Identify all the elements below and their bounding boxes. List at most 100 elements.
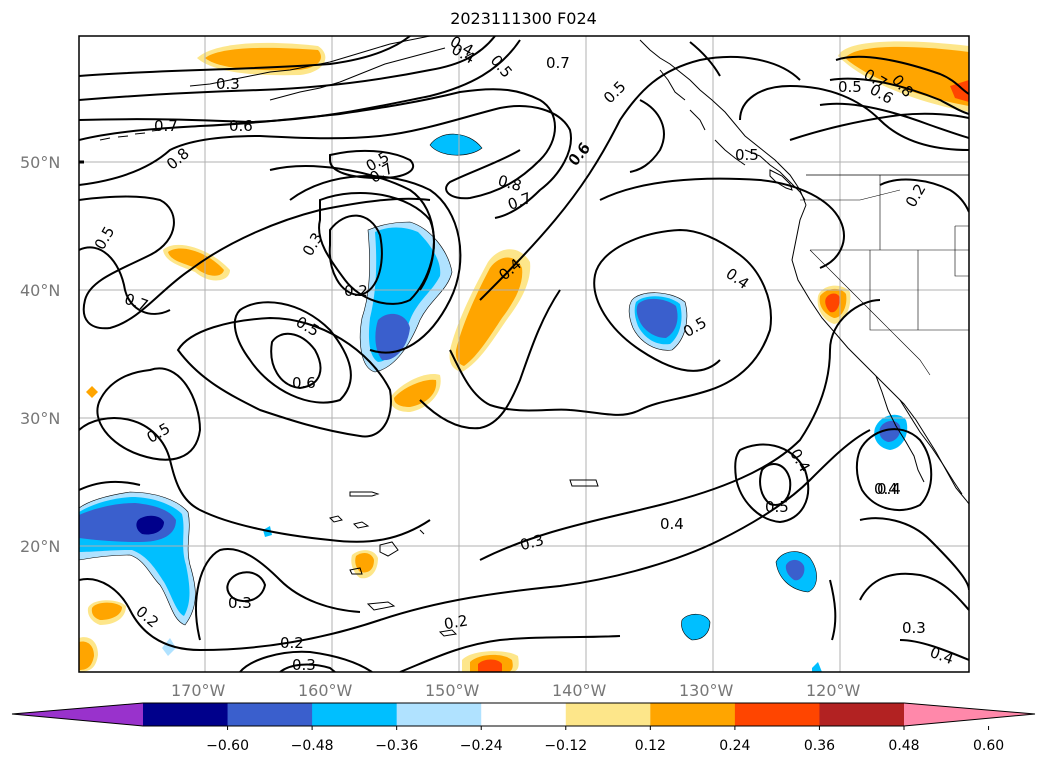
contour-label: 0.4 [660,515,684,533]
lat-label: 30°N [20,409,60,428]
contour-label: 0.7 [154,117,178,135]
contour-line [689,41,721,77]
coastline [769,169,793,191]
contour-line [279,663,336,672]
positive-anomaly-region [950,80,969,102]
contour-line [176,316,392,438]
contour-line [855,428,933,511]
contour-line [449,228,772,416]
contour-label: 0.3 [292,656,316,674]
contour-line [233,301,352,404]
coastline [269,47,446,101]
colorbar-segment [143,703,229,726]
colorbar-tick-label: 0.24 [719,738,750,754]
island [379,541,399,557]
contour-line [879,178,969,213]
anomaly-outline [79,491,196,626]
contour-line [734,443,810,524]
island [353,521,370,529]
contour-line [829,77,969,115]
contour-line [79,246,171,315]
negative-anomaly-region [636,298,678,338]
contour-line [599,177,845,269]
contour-line [79,105,572,219]
island [329,515,343,523]
contour-line [859,572,969,611]
negative-anomaly-region [136,515,164,535]
contour-line [479,299,881,561]
island [438,629,458,637]
contour-line [269,165,435,291]
colorbar-segment [481,703,567,726]
coastline [875,375,963,495]
anomaly-outlines [79,133,817,641]
anomaly-outline [628,292,688,351]
contour-line [329,149,415,180]
colorbar-segment [819,703,905,726]
contour-label: 0.3 [216,75,240,93]
colorbar-extend-high [904,703,1035,726]
contour-line [328,214,383,297]
contour-label: 0.5 [765,498,789,516]
contour-label: 0.4 [877,480,901,498]
island [569,479,599,487]
contour-label: 0.2 [443,611,470,633]
colorbar-outline [11,702,1036,727]
contour-line [859,517,969,591]
colorbar-segment [227,703,313,726]
contour-label: 0.5 [735,146,759,164]
positive-anomaly-region [394,379,437,407]
lat-label: 20°N [20,537,60,556]
negative-anomaly-region [812,662,822,672]
contour-line [79,36,411,77]
border [954,225,969,277]
colorbar-tick-label: −0.12 [544,738,587,754]
latitude-labels: 50°N 40°N 30°N 20°N [20,153,84,556]
contour-line [79,36,496,101]
colorbar-segment [650,703,736,726]
contour-line [739,84,969,151]
contour-line [270,332,322,390]
positive-anomaly-region [86,386,98,398]
negative-anomaly-region [430,134,482,156]
contour-line [289,175,462,354]
contour-line [79,88,556,200]
negative-anomaly-region [375,313,410,361]
positive-anomaly-region [205,47,321,71]
contour-label: 0.4 [874,480,898,498]
contour-line [629,99,665,173]
contour-line [226,571,267,603]
contour-line [195,548,361,641]
contour-line [479,55,801,301]
contour-label: 0.8 [496,171,524,195]
positive-anomaly-region [825,293,840,313]
lon-label: 120°W [806,681,861,700]
positive-anomaly-region [79,641,94,670]
colorbar-extend-low [12,703,143,726]
map-title: 2023111300 F024 [450,9,597,28]
lon-label: 160°W [298,681,353,700]
contour-line [79,195,431,330]
graticule [79,36,969,672]
contour-line [759,463,792,506]
longitude-labels: 170°W 160°W 150°W 140°W 130°W 120°W [171,681,861,700]
positive-anomaly-region [455,257,523,366]
colorbar-segment [312,703,398,726]
map-frame [78,35,970,673]
contour-line [79,480,141,491]
coastline [639,39,807,206]
colorbar-tick-label: −0.24 [460,738,503,754]
positive-anomaly-region [845,46,969,106]
island [349,529,425,575]
colorbar-tick-label: 0.36 [804,738,835,754]
contour-label: 0.3 [902,619,926,637]
contour-label: 0.7 [546,54,570,72]
anomaly-outline [681,613,711,641]
lon-label: 150°W [425,681,480,700]
contour-line [819,102,969,139]
lon-label: 140°W [552,681,607,700]
contour-line [79,417,431,543]
lat-label: 50°N [20,153,60,172]
contour-line [835,55,969,95]
